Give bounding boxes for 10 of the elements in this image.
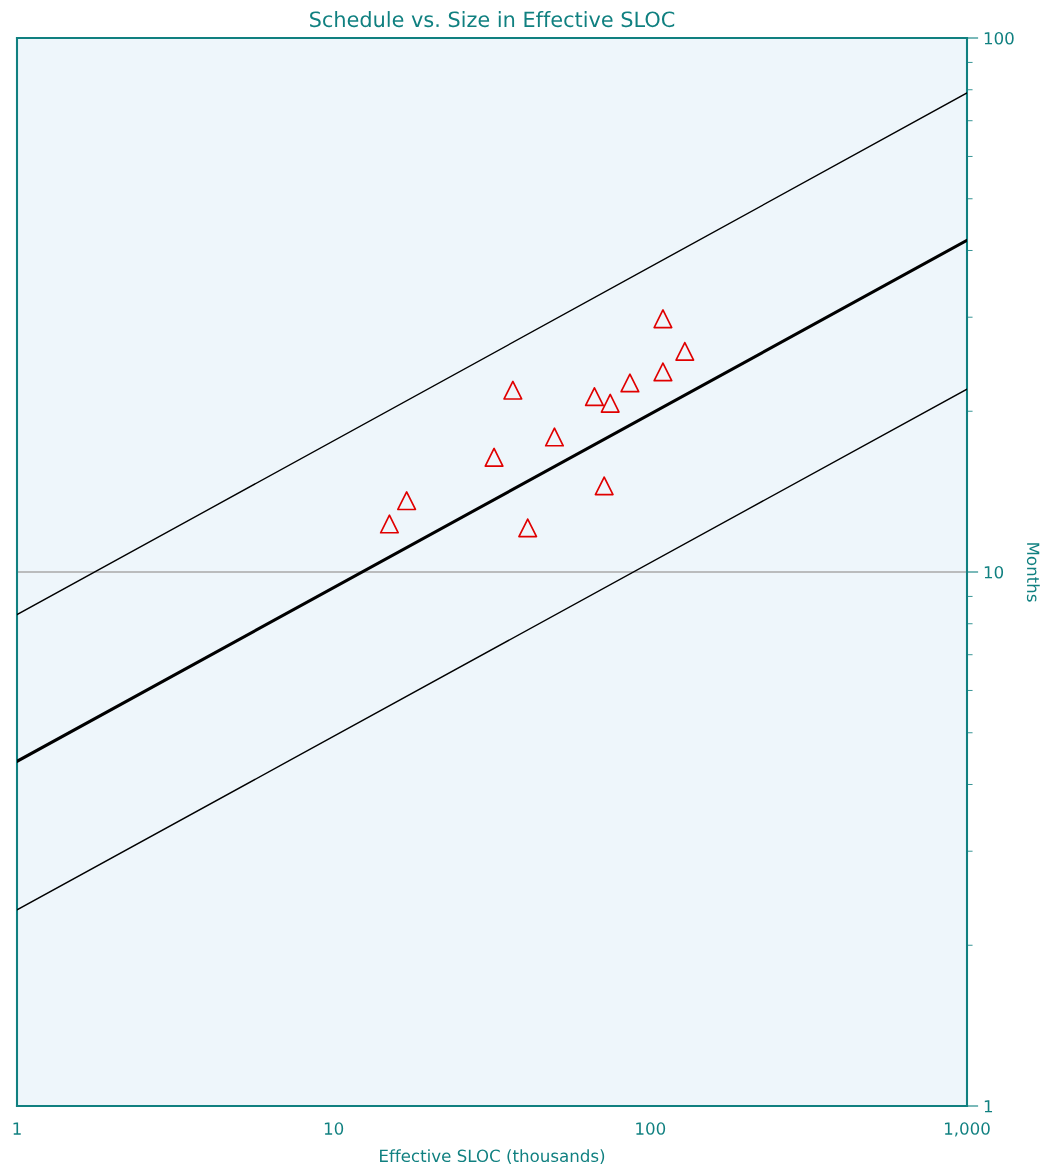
x-tick-label: 1 (13, 1122, 21, 1135)
x-axis-title: Effective SLOC (thousands) (380, 1149, 605, 1165)
chart-title: Schedule vs. Size in Effective SLOC (310, 11, 675, 28)
y-axis-title: Months (1026, 543, 1040, 602)
y-tick-label: 10 (984, 565, 1004, 579)
x-tick-label: 1,000 (944, 1122, 990, 1137)
y-tick-label: 1 (984, 1100, 993, 1113)
x-tick-label: 100 (636, 1122, 666, 1135)
y-tick-label: 100 (984, 31, 1014, 45)
x-tick-label: 10 (324, 1122, 344, 1135)
